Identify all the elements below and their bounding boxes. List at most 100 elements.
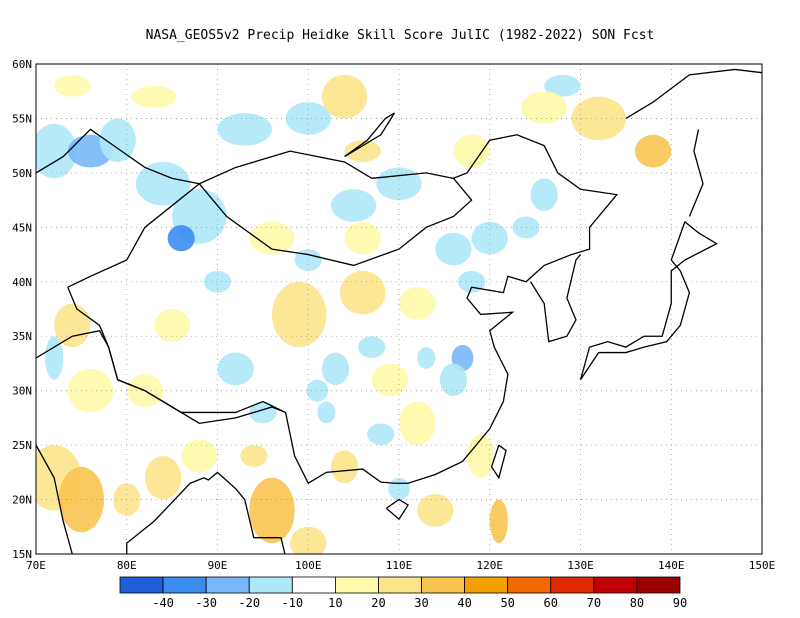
score-patch (45, 336, 64, 380)
score-patch (131, 85, 177, 108)
lat-tick-label: 40N (12, 276, 32, 289)
colorbar-label: -20 (238, 596, 260, 610)
skill-score-field (36, 74, 672, 554)
gridlines (36, 64, 762, 554)
score-patch (285, 102, 331, 135)
colorbar-swatch (636, 576, 681, 594)
colorbar-swatch (248, 576, 293, 594)
lon-tick-label: 90E (208, 559, 228, 572)
score-patch (344, 140, 381, 162)
coastline (530, 254, 581, 343)
colorbar-swatch (334, 576, 379, 594)
coastline (688, 129, 704, 217)
coastline (67, 134, 619, 485)
colorbar-label: -40 (152, 596, 174, 610)
score-patch (181, 439, 218, 473)
score-patch (330, 189, 377, 222)
lon-tick-label: 120E (477, 559, 504, 572)
score-patch (249, 221, 295, 255)
score-patch (453, 134, 490, 168)
lon-tick-label: 150E (749, 559, 776, 572)
score-patch (371, 363, 409, 397)
plot-frame (35, 63, 763, 555)
score-patch (153, 309, 191, 342)
score-patch (290, 526, 327, 554)
score-patch (521, 91, 567, 124)
colorbar-swatch (593, 576, 638, 594)
coastline (36, 128, 200, 185)
score-patch (399, 287, 436, 320)
coastline (199, 150, 454, 185)
colorbar-label: 30 (414, 596, 428, 610)
coastline (36, 330, 286, 425)
lat-tick-label: 15N (12, 548, 32, 561)
colorbar-label: 70 (587, 596, 601, 610)
colorbar-swatch (205, 576, 250, 594)
colorbar-swatch (119, 576, 164, 594)
lat-tick-labels: 15N 20N 25N 30N 35N 40N 45N 50N 55N 60N (12, 58, 32, 561)
score-patch (367, 423, 395, 446)
lon-tick-label: 110E (386, 559, 413, 572)
score-patch (249, 477, 295, 544)
score-patch (530, 178, 558, 212)
score-patch (471, 221, 508, 255)
lat-tick-label: 55N (12, 112, 32, 125)
colorbar-swatch (421, 576, 466, 594)
lat-tick-label: 30N (12, 385, 32, 398)
score-patch (240, 445, 268, 467)
lon-tick-labels: 70E 80E 90E 100E 110E 120E 130E 140E 150E (26, 559, 775, 572)
colorbar-swatch (162, 576, 207, 594)
colorbar-label: -30 (195, 596, 217, 610)
colorbar-swatch (550, 576, 595, 594)
score-patch (321, 352, 350, 386)
score-patch (344, 221, 381, 255)
lat-tick-label: 50N (12, 167, 32, 180)
score-patch (439, 363, 468, 397)
lon-tick-label: 70E (26, 559, 46, 572)
coastline (36, 444, 286, 554)
lat-tick-label: 45N (12, 221, 32, 234)
lon-tick-label: 100E (295, 559, 322, 572)
colorbar-swatch (507, 576, 552, 594)
coastlines (36, 68, 762, 554)
colorbar-label: 40 (457, 596, 471, 610)
score-patch (358, 336, 386, 358)
lon-tick-label: 130E (567, 559, 594, 572)
colorbar-label: 90 (673, 596, 687, 610)
score-patch (399, 401, 436, 446)
score-patch (306, 379, 329, 402)
score-patch (167, 225, 195, 252)
score-patch (144, 456, 182, 500)
score-patch (54, 74, 91, 97)
score-patch (417, 494, 454, 527)
score-patch (435, 232, 472, 266)
score-patch (634, 134, 672, 168)
colorbar-label: 10 (328, 596, 342, 610)
colorbar-label: 80 (630, 596, 644, 610)
score-patch (330, 450, 359, 484)
colorbar-label: 20 (371, 596, 385, 610)
coastline (344, 112, 396, 158)
coastline (625, 68, 762, 120)
colorbar-label: -10 (281, 596, 303, 610)
colorbar-swatch (464, 576, 509, 594)
score-patch (571, 96, 626, 141)
lat-tick-label: 35N (12, 330, 32, 343)
score-patch (271, 281, 327, 348)
lat-tick-label: 25N (12, 439, 32, 452)
score-patch (544, 74, 581, 97)
score-patch (217, 112, 272, 146)
score-patch (467, 434, 495, 478)
chart-title: NASA_GEOS5v2 Precip Heidke Skill Score J… (145, 28, 655, 43)
coastline (490, 444, 507, 480)
score-patch (217, 352, 254, 386)
lon-tick-label: 140E (658, 559, 685, 572)
colorbar-label: 60 (544, 596, 558, 610)
lat-tick-label: 60N (12, 58, 32, 71)
lat-tick-label: 20N (12, 494, 32, 507)
score-patch (417, 347, 436, 369)
score-patch (203, 270, 232, 293)
score-patch (249, 401, 277, 424)
